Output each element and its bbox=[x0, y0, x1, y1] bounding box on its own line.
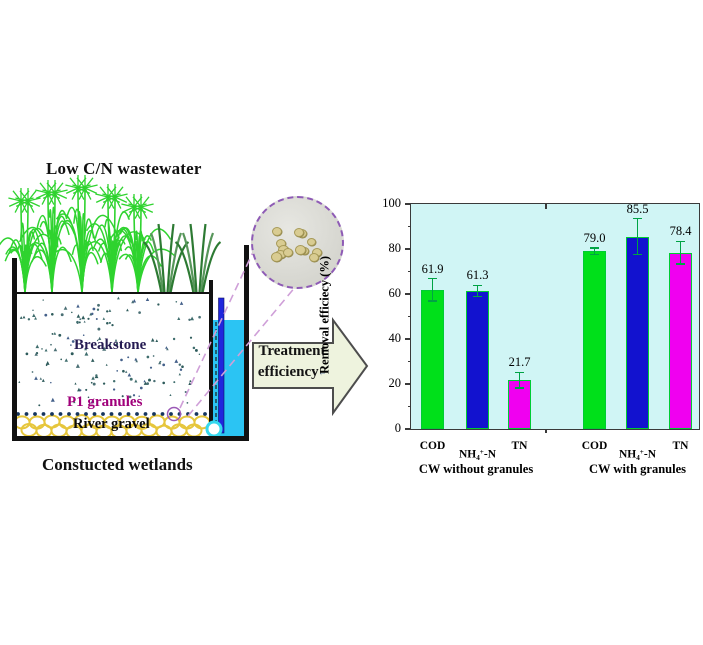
x-category-label: TN bbox=[672, 440, 689, 452]
error-bar-cap-bottom bbox=[676, 263, 685, 265]
error-bar bbox=[593, 247, 596, 255]
bubble-icon bbox=[205, 420, 223, 438]
wastewater-title-label: Low C/N wastewater bbox=[46, 159, 202, 178]
tank-bottom bbox=[12, 436, 249, 441]
x-category-label: COD bbox=[581, 440, 608, 452]
y-axis-tick bbox=[405, 338, 411, 340]
error-bar-cap-top bbox=[428, 277, 437, 280]
treatment-arrow-icon bbox=[252, 316, 369, 417]
x-category-label: TN bbox=[511, 440, 528, 452]
plants-icon bbox=[0, 175, 222, 294]
bar-nh4n-group2 bbox=[626, 236, 649, 429]
granule-dot bbox=[294, 228, 304, 237]
bar-value-label: 21.7 bbox=[508, 355, 531, 370]
breakstone-speckles bbox=[18, 296, 201, 407]
granule-dot bbox=[309, 253, 319, 262]
x-group-label: CW with granules bbox=[588, 462, 686, 476]
removal-efficiency-chart: Removal efficiecy (%) 0 20 40 60 80 100 61.9 CO… bbox=[318, 192, 703, 482]
error-bar bbox=[518, 372, 521, 389]
bar-value-label: 61.3 bbox=[466, 268, 489, 283]
bar-cod-group1 bbox=[421, 289, 444, 429]
y-axis-tick bbox=[405, 248, 411, 250]
error-bar bbox=[476, 285, 479, 297]
error-bar-cap-top bbox=[633, 217, 642, 220]
bar-cod-group2 bbox=[583, 251, 606, 429]
wetland-diagram-svg bbox=[0, 175, 297, 441]
p1-granules-label: P1 granules bbox=[67, 394, 143, 410]
river-gravel-label: River gravel bbox=[73, 416, 150, 432]
x-category-label: NH4+-N bbox=[618, 448, 656, 463]
y-tick-label: 80 bbox=[388, 241, 402, 255]
y-tick-label: 20 bbox=[388, 376, 402, 390]
magnifier-cone-lines bbox=[179, 249, 297, 417]
x-axis-bottom-tick bbox=[545, 429, 547, 433]
y-axis-minor-tick bbox=[407, 225, 411, 228]
bar-value-label: 61.9 bbox=[421, 261, 444, 276]
error-bar-cap-top bbox=[676, 240, 685, 243]
tank-inner-wall bbox=[209, 280, 213, 438]
bar-value-label: 85.5 bbox=[626, 201, 649, 216]
bar-value-label: 78.4 bbox=[669, 224, 692, 239]
wetland-caption-label: Constucted wetlands bbox=[42, 455, 193, 474]
error-bar bbox=[431, 278, 434, 301]
error-bar-cap-top bbox=[473, 284, 482, 287]
y-axis-minor-tick bbox=[407, 360, 411, 363]
y-axis-tick bbox=[405, 293, 411, 295]
x-category-label: NH4+-N bbox=[458, 448, 496, 463]
y-axis-tick bbox=[405, 203, 411, 205]
y-axis-tick bbox=[405, 428, 411, 430]
granule-highlight-circle bbox=[166, 406, 182, 422]
granule-magnifier-circle bbox=[251, 196, 344, 289]
tank-left-wall bbox=[12, 258, 17, 438]
y-tick-label: 100 bbox=[382, 196, 401, 210]
error-bar-cap-bottom bbox=[590, 253, 599, 256]
breakstone-label: Breakstone bbox=[74, 337, 147, 353]
wetland-tank bbox=[12, 245, 249, 441]
arrow-label-line2: efficiency bbox=[257, 364, 319, 380]
error-bar bbox=[679, 241, 682, 264]
arrow-label-line1: Treatment bbox=[258, 343, 326, 359]
error-bar-cap-bottom bbox=[633, 253, 642, 256]
bar-tn-group2 bbox=[669, 252, 692, 429]
y-axis-minor-tick bbox=[407, 315, 411, 318]
y-axis-tick bbox=[405, 383, 411, 385]
error-bar-cap-bottom bbox=[428, 300, 437, 302]
granule-dot bbox=[307, 238, 316, 246]
y-tick-label: 60 bbox=[388, 286, 402, 300]
error-bar bbox=[636, 218, 639, 255]
y-axis-label: Removal efficiecy (%) bbox=[317, 256, 332, 375]
granule-dot bbox=[295, 245, 306, 255]
granule-dot bbox=[283, 248, 293, 257]
effluent-water-column bbox=[213, 320, 244, 436]
granule-dot bbox=[271, 252, 282, 262]
return-mark: ↵ bbox=[318, 368, 327, 378]
bar-nh4n-group1 bbox=[466, 291, 489, 429]
x-category-label: COD bbox=[419, 440, 446, 452]
granule-dot-line bbox=[16, 412, 207, 416]
y-tick-label: 0 bbox=[394, 421, 401, 435]
error-bar-cap-top bbox=[590, 247, 599, 249]
error-bar-cap-top bbox=[515, 371, 524, 374]
y-axis-minor-tick bbox=[407, 270, 411, 273]
y-axis-minor-tick bbox=[407, 405, 411, 408]
tank-right-wall bbox=[244, 245, 249, 438]
granule-dot bbox=[272, 227, 282, 236]
chart-plot-area: 0 20 40 60 80 100 61.9 COD 61.3 NH4+-N 21.7 TN CW wi… bbox=[382, 196, 700, 476]
x-axis-top-tick bbox=[545, 204, 547, 209]
error-bar-cap-bottom bbox=[515, 387, 524, 389]
y-tick-label: 40 bbox=[388, 331, 402, 345]
x-group-label: CW without granules bbox=[418, 462, 534, 476]
treatment-arrow-label: Treatment efficiency↵ bbox=[252, 341, 332, 383]
error-bar-cap-bottom bbox=[473, 295, 482, 298]
bar-value-label: 79.0 bbox=[583, 230, 606, 245]
